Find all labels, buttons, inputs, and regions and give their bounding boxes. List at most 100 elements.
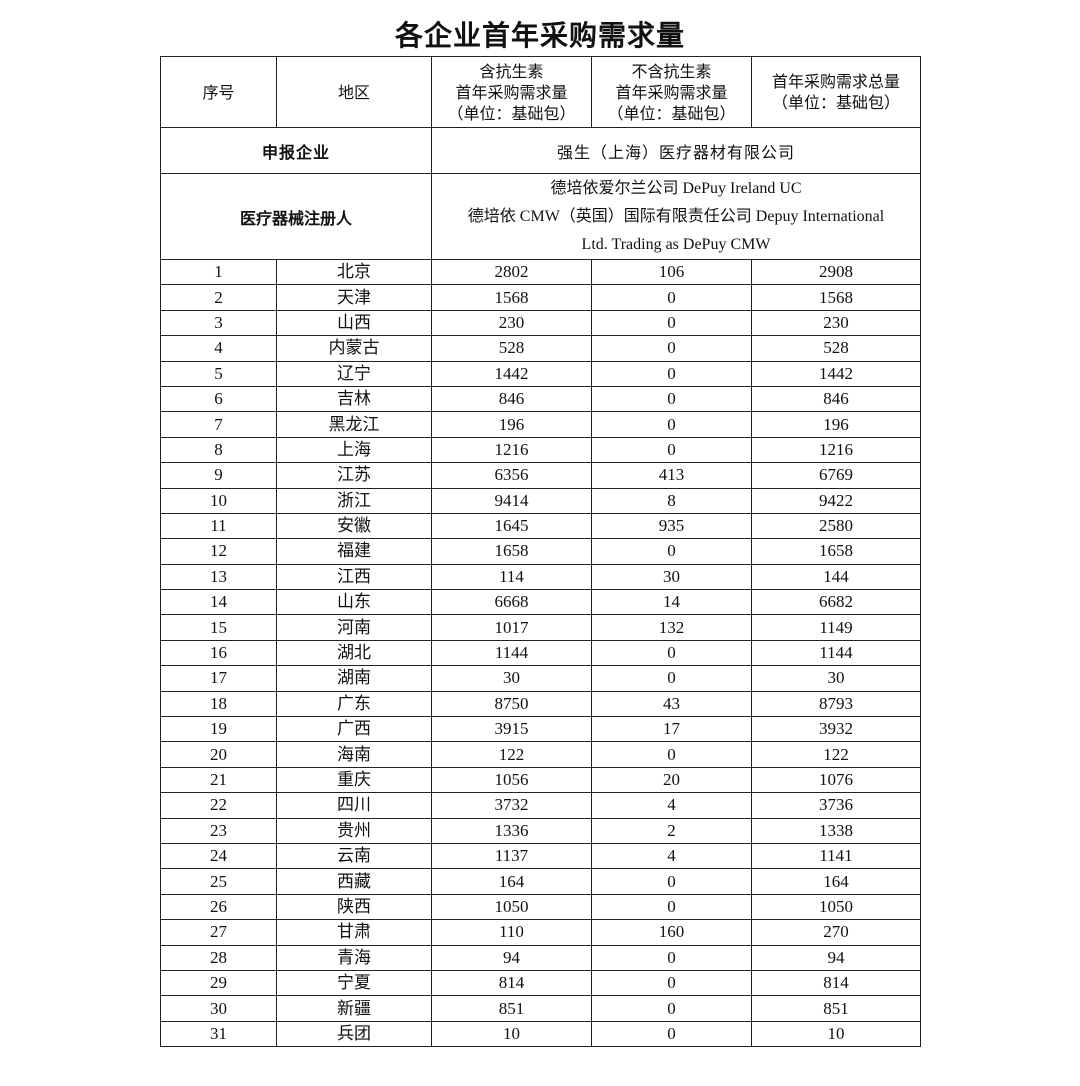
cell-region: 辽宁 [276, 360, 432, 387]
cell-total: 230 [751, 309, 921, 337]
cell-total: 1141 [751, 842, 921, 870]
cell-index: 12 [160, 538, 277, 565]
cell-region: 山西 [276, 309, 432, 337]
cell-total: 3736 [751, 792, 921, 819]
cell-region: 青海 [276, 944, 432, 971]
cell-without-antibiotics: 0 [591, 969, 752, 997]
header-index: 序号 [160, 56, 277, 128]
cell-region: 天津 [276, 284, 432, 311]
cell-without-antibiotics: 0 [591, 665, 752, 692]
cell-without-antibiotics: 0 [591, 893, 752, 921]
cell-with-antibiotics: 114 [431, 563, 592, 591]
table-row: 27 甘肃 110 160 270 [160, 919, 921, 946]
cell-region: 西藏 [276, 868, 432, 895]
cell-index: 29 [160, 969, 277, 997]
cell-without-antibiotics: 17 [591, 716, 752, 743]
cell-index: 19 [160, 716, 277, 743]
cell-region: 云南 [276, 842, 432, 870]
cell-region: 内蒙古 [276, 335, 432, 362]
table-row: 26 陕西 1050 0 1050 [160, 893, 921, 921]
table-row: 18 广东 8750 43 8793 [160, 690, 921, 718]
table-row: 12 福建 1658 0 1658 [160, 538, 921, 565]
registrant-value: 德培依爱尔兰公司 DePuy Ireland UC 德培依 CMW（英国）国际有… [431, 173, 921, 260]
cell-total: 196 [751, 411, 921, 438]
cell-without-antibiotics: 4 [591, 792, 752, 819]
table-row: 5 辽宁 1442 0 1442 [160, 360, 921, 387]
header-line: 含抗生素 [479, 61, 544, 81]
table-row: 3 山西 230 0 230 [160, 309, 921, 337]
cell-region: 海南 [276, 741, 432, 768]
cell-index: 1 [160, 258, 277, 286]
cell-region: 福建 [276, 538, 432, 565]
cell-with-antibiotics: 3732 [431, 792, 592, 819]
cell-total: 164 [751, 868, 921, 895]
cell-total: 2580 [751, 512, 921, 540]
cell-total: 9422 [751, 487, 921, 514]
cell-with-antibiotics: 1144 [431, 639, 592, 667]
table-row: 13 江西 114 30 144 [160, 563, 921, 591]
cell-without-antibiotics: 0 [591, 436, 752, 464]
cell-total: 3932 [751, 716, 921, 743]
cell-total: 814 [751, 969, 921, 997]
cell-with-antibiotics: 94 [431, 944, 592, 971]
cell-region: 安徽 [276, 512, 432, 540]
cell-without-antibiotics: 0 [591, 944, 752, 971]
cell-index: 11 [160, 512, 277, 540]
cell-total: 528 [751, 335, 921, 362]
cell-with-antibiotics: 8750 [431, 690, 592, 718]
header-line: （单位：基础包） [447, 103, 576, 123]
cell-without-antibiotics: 0 [591, 284, 752, 311]
cell-region: 山东 [276, 589, 432, 616]
cell-index: 27 [160, 919, 277, 946]
table-row: 19 广西 3915 17 3932 [160, 716, 921, 743]
cell-without-antibiotics: 0 [591, 360, 752, 387]
cell-with-antibiotics: 30 [431, 665, 592, 692]
cell-region: 湖北 [276, 639, 432, 667]
cell-without-antibiotics: 106 [591, 258, 752, 286]
cell-region: 兵团 [276, 1020, 432, 1048]
cell-without-antibiotics: 0 [591, 741, 752, 768]
cell-with-antibiotics: 230 [431, 309, 592, 337]
cell-index: 25 [160, 868, 277, 895]
registrant-line: 德培依爱尔兰公司 DePuy Ireland UC [550, 179, 802, 197]
cell-total: 1568 [751, 284, 921, 311]
table-row: 21 重庆 1056 20 1076 [160, 766, 921, 794]
header-with-antibiotics: 含抗生素 首年采购需求量 （单位：基础包） [431, 56, 592, 128]
cell-without-antibiotics: 0 [591, 639, 752, 667]
cell-with-antibiotics: 9414 [431, 487, 592, 514]
cell-total: 1658 [751, 538, 921, 565]
cell-region: 甘肃 [276, 919, 432, 946]
table-row: 11 安徽 1645 935 2580 [160, 512, 921, 540]
cell-index: 2 [160, 284, 277, 311]
cell-without-antibiotics: 132 [591, 614, 752, 641]
header-total: 首年采购需求总量 （单位：基础包） [751, 56, 921, 128]
table-row: 10 浙江 9414 8 9422 [160, 487, 921, 514]
cell-with-antibiotics: 2802 [431, 258, 592, 286]
cell-without-antibiotics: 413 [591, 462, 752, 489]
table-row: 4 内蒙古 528 0 528 [160, 335, 921, 362]
cell-index: 18 [160, 690, 277, 718]
cell-with-antibiotics: 1442 [431, 360, 592, 387]
cell-with-antibiotics: 164 [431, 868, 592, 895]
cell-region: 陕西 [276, 893, 432, 921]
cell-region: 浙江 [276, 487, 432, 514]
cell-total: 144 [751, 563, 921, 591]
cell-without-antibiotics: 0 [591, 335, 752, 362]
applicant-label: 申报企业 [160, 127, 432, 174]
cell-region: 江苏 [276, 462, 432, 489]
cell-total: 1149 [751, 614, 921, 641]
table-row: 31 兵团 10 0 10 [160, 1020, 921, 1048]
cell-without-antibiotics: 0 [591, 309, 752, 337]
cell-total: 122 [751, 741, 921, 768]
cell-with-antibiotics: 1137 [431, 842, 592, 870]
cell-total: 10 [751, 1020, 921, 1048]
table-row: 16 湖北 1144 0 1144 [160, 639, 921, 667]
cell-with-antibiotics: 1216 [431, 436, 592, 464]
cell-with-antibiotics: 1050 [431, 893, 592, 921]
table-row: 7 黑龙江 196 0 196 [160, 411, 921, 438]
cell-total: 2908 [751, 258, 921, 286]
cell-with-antibiotics: 528 [431, 335, 592, 362]
cell-with-antibiotics: 846 [431, 385, 592, 413]
registrant-label: 医疗器械注册人 [160, 173, 432, 260]
cell-without-antibiotics: 935 [591, 512, 752, 540]
